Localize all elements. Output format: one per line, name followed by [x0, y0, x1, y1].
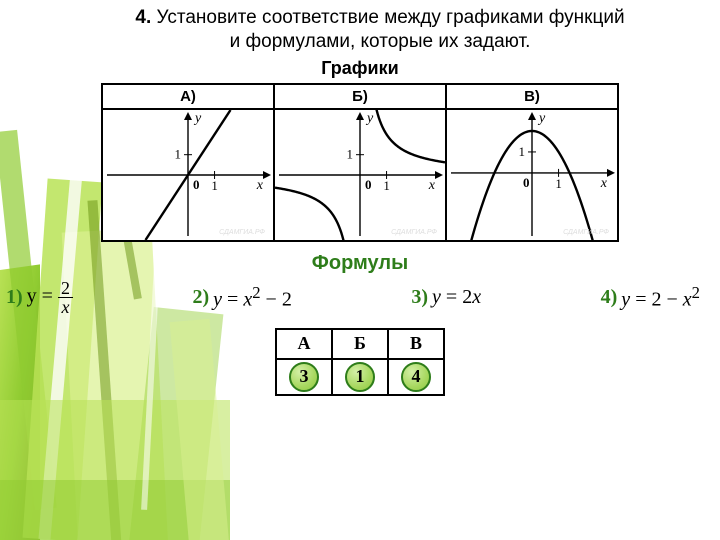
- plot-c: x y 1 1 0 СДАМГИА.РФ: [447, 110, 617, 240]
- formulas-title: Формулы: [0, 252, 720, 275]
- plot-b: xy110СДАМГИА.РФ: [275, 110, 445, 240]
- formula-num-4: 4): [601, 286, 618, 309]
- ans-bubble-b: 1: [345, 362, 375, 392]
- graphs-title: Графики: [0, 58, 720, 79]
- svg-text:0: 0: [193, 177, 200, 192]
- svg-text:1: 1: [211, 178, 218, 193]
- svg-text:1: 1: [555, 175, 562, 190]
- svg-text:СДАМГИА.РФ: СДАМГИА.РФ: [219, 229, 265, 236]
- formula-num-3: 3): [411, 286, 428, 309]
- task-line2: и формулами, которые их задают.: [230, 31, 531, 52]
- svg-text:1: 1: [347, 146, 354, 161]
- formula-expr-3: y = 2x: [432, 286, 481, 309]
- formula-2: 2) y = x2 − 2: [192, 283, 291, 312]
- graph-header-a: А): [102, 84, 274, 109]
- svg-text:y: y: [537, 111, 546, 126]
- ans-header-a: А: [276, 329, 332, 359]
- task-number: 4.: [135, 7, 151, 28]
- formula-expr-2: y = x2 − 2: [213, 283, 292, 312]
- svg-text:x: x: [256, 178, 264, 193]
- svg-text:1: 1: [383, 178, 390, 193]
- formula-expr-1: y = 2 x: [27, 279, 73, 316]
- formula-num-1: 1): [6, 286, 23, 309]
- graph-cell-v: x y 1 1 0 СДАМГИА.РФ: [446, 109, 618, 241]
- graph-header-b: Б): [274, 84, 446, 109]
- graph-cell-b: xy110СДАМГИА.РФ: [274, 109, 446, 241]
- task-line1: Установите соответствие между графиками …: [157, 7, 625, 28]
- svg-text:СДАМГИА.РФ: СДАМГИА.РФ: [391, 229, 437, 236]
- formula-num-2: 2): [192, 286, 209, 309]
- plot-a: xy110СДАМГИА.РФ: [103, 110, 273, 240]
- answer-table: А Б В 3 1 4: [275, 328, 445, 396]
- formula-3: 3) y = 2x: [411, 286, 481, 309]
- svg-text:СДАМГИА.РФ: СДАМГИА.РФ: [563, 229, 609, 236]
- svg-text:y: y: [193, 111, 202, 126]
- ans-cell-v: 4: [388, 359, 444, 395]
- svg-text:1: 1: [519, 143, 526, 158]
- graph-header-v: В): [446, 84, 618, 109]
- ans-cell-b: 1: [332, 359, 388, 395]
- graph-cell-a: xy110СДАМГИА.РФ: [102, 109, 274, 241]
- ans-header-b: Б: [332, 329, 388, 359]
- task-text: 4. Установите соответствие между графика…: [0, 0, 720, 56]
- ans-cell-a: 3: [276, 359, 332, 395]
- svg-text:0: 0: [365, 177, 372, 192]
- svg-text:x: x: [600, 175, 608, 190]
- ans-bubble-v: 4: [401, 362, 431, 392]
- formulas-row: 1) y = 2 x 2) y = x2 − 2 3) y = 2x 4) y …: [0, 279, 720, 316]
- ans-header-v: В: [388, 329, 444, 359]
- formula-4: 4) y = 2 − x2: [601, 283, 700, 312]
- svg-text:1: 1: [175, 146, 182, 161]
- graphs-table: А) Б) В) xy110СДАМГИА.РФ xy110СДАМГИА.РФ…: [101, 83, 619, 242]
- ans-bubble-a: 3: [289, 362, 319, 392]
- svg-text:x: x: [428, 178, 436, 193]
- svg-text:0: 0: [523, 174, 530, 189]
- formula-1: 1) y = 2 x: [6, 279, 73, 316]
- formula-expr-4: y = 2 − x2: [621, 283, 700, 312]
- svg-text:y: y: [365, 111, 374, 126]
